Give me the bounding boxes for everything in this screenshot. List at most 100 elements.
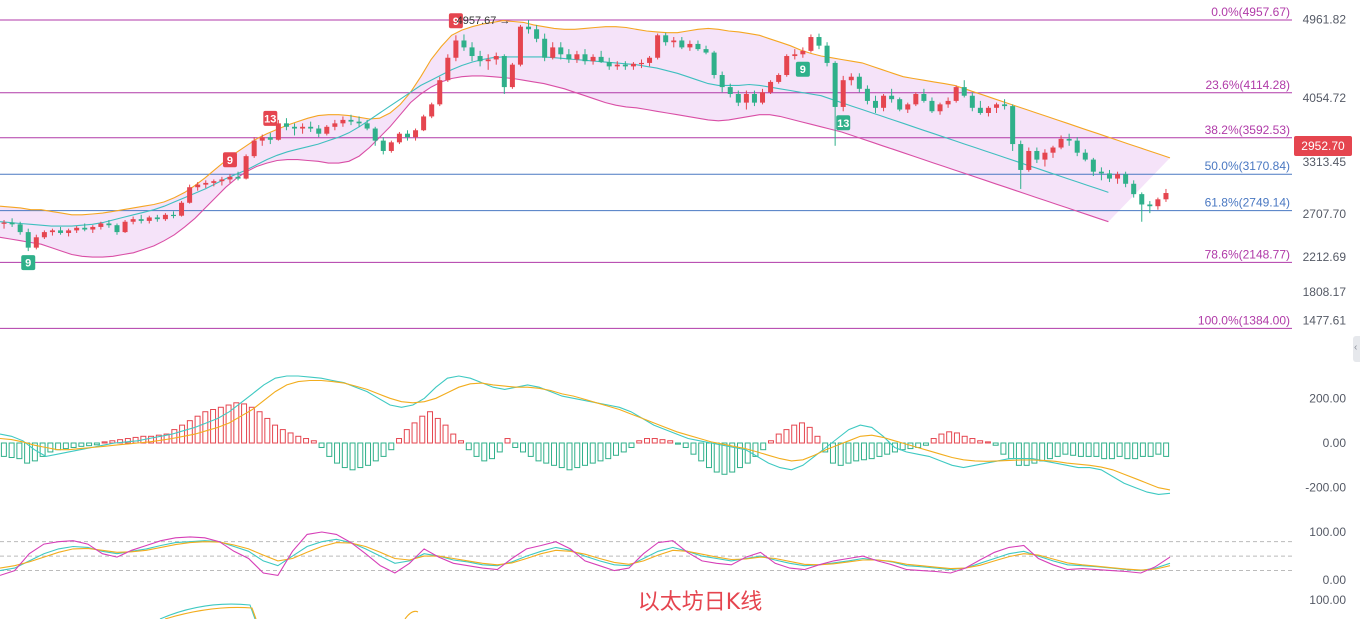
fib-label-1: 23.6%(4114.28) (1205, 78, 1290, 92)
macd-hist-down (62, 442, 69, 450)
macd-hist-up (256, 411, 263, 444)
y-tick-label: 1477.61 (1303, 313, 1347, 327)
macd-hist-down (349, 442, 356, 471)
macd-hist-down (1062, 442, 1069, 455)
candle-up (211, 181, 217, 183)
macd-hist-up (806, 426, 813, 444)
candle-up (945, 100, 951, 105)
td-marker-label: 13 (837, 118, 849, 130)
candle-up (49, 230, 55, 233)
macd-hist-up (458, 440, 465, 444)
candle-down (267, 137, 273, 140)
y-tick-label: 2707.70 (1303, 207, 1347, 221)
macd-hist-up (938, 433, 945, 444)
macd-hist-up (124, 438, 131, 444)
macd-hist-down (1046, 442, 1053, 460)
candle-down (477, 56, 483, 62)
candle-down (711, 52, 717, 76)
candle-up (1163, 193, 1169, 200)
candle-down (154, 217, 160, 220)
macd-hist-down (357, 442, 364, 469)
candle-up (437, 80, 443, 105)
candle-down (897, 99, 903, 110)
candle-down (170, 214, 176, 217)
candle-down (663, 35, 669, 43)
candle-up (300, 126, 306, 129)
candle-up (453, 40, 459, 58)
macd-hist-up (279, 429, 286, 444)
candle-down (114, 225, 120, 233)
candle-up (687, 43, 693, 48)
macd-dea-line (0, 379, 1171, 491)
macd-hist-down (682, 442, 689, 448)
candle-down (534, 29, 540, 39)
candle-up (388, 142, 394, 151)
macd-hist-up (814, 435, 821, 444)
candle-down (824, 45, 830, 63)
candle-up (800, 50, 806, 55)
candle-up (1042, 152, 1048, 160)
macd-hist-up (179, 424, 186, 444)
macd-hist-up (403, 429, 410, 444)
candle-up (1058, 138, 1064, 148)
candle-up (122, 221, 128, 233)
fib-label-6: 100.0%(1384.00) (1198, 313, 1290, 327)
candle-up (493, 56, 499, 60)
candle-down (1139, 194, 1145, 205)
macd-hist-down (0, 442, 7, 457)
macd-hist-down (760, 442, 767, 451)
candle-down (1106, 173, 1112, 179)
candle-up (219, 179, 225, 182)
candle-down (558, 47, 564, 55)
macd-hist-up (946, 431, 953, 444)
macd-hist-down (318, 442, 325, 448)
macd-hist-up (636, 440, 643, 444)
candle-down (1010, 106, 1016, 145)
candle-down (1082, 152, 1088, 160)
candle-down (17, 224, 23, 233)
macd-hist-down (1093, 442, 1100, 457)
macd-hist-up (101, 441, 108, 444)
candle-down (364, 123, 370, 129)
macd-hist-down (1077, 442, 1084, 457)
macd-hist-up (194, 415, 201, 444)
candle-up (550, 47, 556, 58)
candle-down (727, 87, 733, 94)
candle-down (856, 76, 862, 89)
candle-down (566, 54, 572, 60)
macd-hist-down (388, 442, 395, 451)
macd-hist-up (264, 417, 271, 444)
candle-down (58, 230, 64, 233)
macd-hist-down (341, 442, 348, 469)
macd-hist-down (496, 442, 503, 453)
macd-hist-down (372, 442, 379, 462)
macd-hist-down (822, 442, 829, 453)
candle-up (808, 37, 814, 51)
macd-hist-down (16, 442, 23, 460)
candle-up (324, 126, 330, 134)
candle-down (356, 121, 362, 124)
macd-hist-down (1147, 442, 1154, 457)
candle-up (421, 116, 427, 131)
candle-up (227, 176, 233, 180)
candle-up (259, 137, 265, 141)
candle-up (98, 223, 104, 227)
candle-down (348, 119, 354, 122)
candle-down (582, 54, 588, 62)
candle-down (1074, 140, 1080, 153)
macd-hist-up (651, 438, 658, 444)
macd-hist-up (186, 420, 193, 444)
candle-down (1034, 150, 1040, 160)
macd-hist-up (132, 436, 139, 444)
candle-down (598, 56, 604, 63)
macd-hist-down (876, 442, 883, 457)
collapse-handle[interactable]: ‹ (1353, 336, 1360, 362)
candle-down (1018, 144, 1024, 170)
candle-up (33, 237, 39, 248)
kdj-panel: 100.00 0.00 (0, 525, 1346, 587)
td-marker-badge (21, 255, 36, 271)
bollinger-lower-line (0, 75, 1109, 258)
td-marker-badge (222, 152, 237, 168)
candle-up (776, 75, 782, 82)
